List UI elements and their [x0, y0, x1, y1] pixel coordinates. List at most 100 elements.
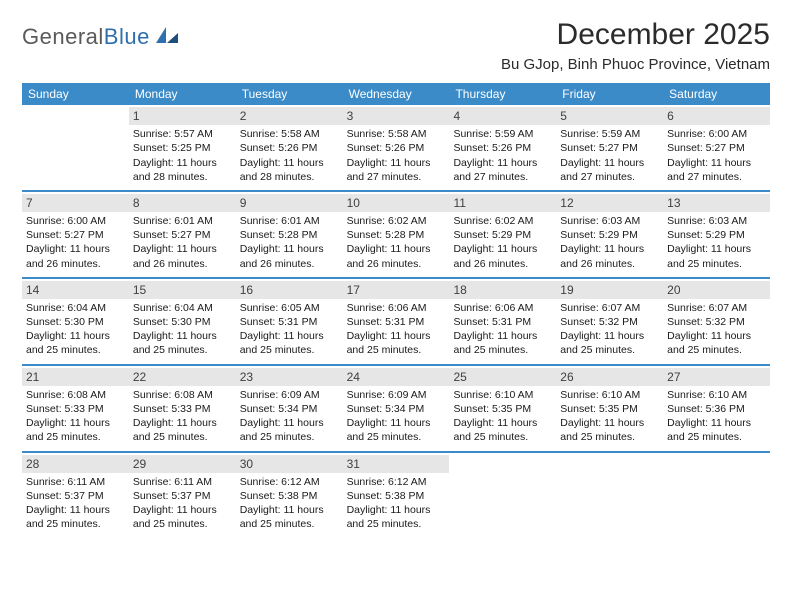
sunset-text: Sunset: 5:35 PM [453, 402, 552, 416]
daylight-text: Daylight: 11 hours and 26 minutes. [560, 242, 659, 270]
daylight-text: Daylight: 11 hours and 25 minutes. [133, 503, 232, 531]
daylight-text: Daylight: 11 hours and 25 minutes. [453, 329, 552, 357]
sunset-text: Sunset: 5:27 PM [560, 141, 659, 155]
calendar: Sunday Monday Tuesday Wednesday Thursday… [22, 83, 770, 537]
sunrise-text: Sunrise: 6:01 AM [133, 214, 232, 228]
day-number: 17 [343, 281, 450, 299]
day-number: 5 [556, 107, 663, 125]
sunrise-text: Sunrise: 6:10 AM [667, 388, 766, 402]
calendar-day: 27 Sunrise: 6:10 AMSunset: 5:36 PMDayligh… [663, 366, 770, 451]
calendar-day: 4Sunrise: 5:59 AMSunset: 5:26 PMDaylight… [449, 105, 556, 190]
calendar-day: 29Sunrise: 6:11 AMSunset: 5:37 PMDayligh… [129, 453, 236, 538]
daylight-text: Daylight: 11 hours and 27 minutes. [667, 156, 766, 184]
sunset-text: Sunset: 5:38 PM [240, 489, 339, 503]
sunset-text: Sunset: 5:28 PM [240, 228, 339, 242]
sunset-text: Sunset: 5:25 PM [133, 141, 232, 155]
sunset-text: Sunset: 5:27 PM [26, 228, 125, 242]
calendar-day [663, 453, 770, 538]
day-number: 31 [343, 455, 450, 473]
sunrise-text: Sunrise: 6:00 AM [667, 127, 766, 141]
sunrise-text: Sunrise: 6:01 AM [240, 214, 339, 228]
sunrise-text: Sunrise: 5:58 AM [240, 127, 339, 141]
sunset-text: Sunset: 5:31 PM [453, 315, 552, 329]
day-number: 3 [343, 107, 450, 125]
title-block: December 2025 Bu GJop, Binh Phuoc Provin… [501, 18, 770, 73]
daylight-text: Daylight: 11 hours and 25 minutes. [667, 416, 766, 444]
day-number: 25 [449, 368, 556, 386]
day-number: 23 [236, 368, 343, 386]
daylight-text: Daylight: 11 hours and 26 minutes. [26, 242, 125, 270]
day-number: 30 [236, 455, 343, 473]
logo: GeneralBlue [22, 24, 180, 50]
sunrise-text: Sunrise: 6:04 AM [26, 301, 125, 315]
sunrise-text: Sunrise: 6:10 AM [453, 388, 552, 402]
sunrise-text: Sunrise: 5:57 AM [133, 127, 232, 141]
day-number: 19 [556, 281, 663, 299]
calendar-day [449, 453, 556, 538]
daylight-text: Daylight: 11 hours and 25 minutes. [133, 416, 232, 444]
daylight-text: Daylight: 11 hours and 26 minutes. [240, 242, 339, 270]
daylight-text: Daylight: 11 hours and 25 minutes. [240, 503, 339, 531]
logo-sail-icon [154, 25, 180, 50]
calendar-day: 13Sunrise: 6:03 AMSunset: 5:29 PMDayligh… [663, 192, 770, 277]
weekday-header: Monday [129, 83, 236, 105]
sunset-text: Sunset: 5:29 PM [453, 228, 552, 242]
calendar-day: 20Sunrise: 6:07 AMSunset: 5:32 PMDayligh… [663, 279, 770, 364]
calendar-day: 24Sunrise: 6:09 AMSunset: 5:34 PMDayligh… [343, 366, 450, 451]
weekday-header-row: Sunday Monday Tuesday Wednesday Thursday… [22, 83, 770, 105]
day-number: 22 [129, 368, 236, 386]
sunrise-text: Sunrise: 6:06 AM [453, 301, 552, 315]
calendar-day: 7Sunrise: 6:00 AMSunset: 5:27 PMDaylight… [22, 192, 129, 277]
sunrise-text: Sunrise: 6:04 AM [133, 301, 232, 315]
sunrise-text: Sunrise: 6:00 AM [26, 214, 125, 228]
daylight-text: Daylight: 11 hours and 26 minutes. [133, 242, 232, 270]
day-number: 11 [449, 194, 556, 212]
sunrise-text: Sunrise: 6:09 AM [347, 388, 446, 402]
daylight-text: Daylight: 11 hours and 26 minutes. [453, 242, 552, 270]
calendar-day: 19Sunrise: 6:07 AMSunset: 5:32 PMDayligh… [556, 279, 663, 364]
daylight-text: Daylight: 11 hours and 25 minutes. [26, 329, 125, 357]
sunset-text: Sunset: 5:27 PM [667, 141, 766, 155]
calendar-day: 31Sunrise: 6:12 AMSunset: 5:38 PMDayligh… [343, 453, 450, 538]
sunset-text: Sunset: 5:29 PM [560, 228, 659, 242]
sunset-text: Sunset: 5:36 PM [667, 402, 766, 416]
calendar-week: 7Sunrise: 6:00 AMSunset: 5:27 PMDaylight… [22, 190, 770, 277]
calendar-week: 21Sunrise: 6:08 AMSunset: 5:33 PMDayligh… [22, 364, 770, 451]
day-number: 9 [236, 194, 343, 212]
sunset-text: Sunset: 5:28 PM [347, 228, 446, 242]
sunset-text: Sunset: 5:35 PM [560, 402, 659, 416]
calendar-day: 12Sunrise: 6:03 AMSunset: 5:29 PMDayligh… [556, 192, 663, 277]
calendar-day: 28Sunrise: 6:11 AMSunset: 5:37 PMDayligh… [22, 453, 129, 538]
calendar-day: 8 Sunrise: 6:01 AMSunset: 5:27 PMDaylight… [129, 192, 236, 277]
calendar-day: 2Sunrise: 5:58 AMSunset: 5:26 PMDaylight… [236, 105, 343, 190]
calendar-day: 1Sunrise: 5:57 AMSunset: 5:25 PMDaylight… [129, 105, 236, 190]
daylight-text: Daylight: 11 hours and 25 minutes. [667, 242, 766, 270]
sunrise-text: Sunrise: 6:07 AM [667, 301, 766, 315]
day-number: 21 [22, 368, 129, 386]
day-number: 8 [129, 194, 236, 212]
calendar-day: 17Sunrise: 6:06 AMSunset: 5:31 PMDayligh… [343, 279, 450, 364]
sunset-text: Sunset: 5:37 PM [133, 489, 232, 503]
calendar-day: 25 Sunrise: 6:10 AMSunset: 5:35 PMDayligh… [449, 366, 556, 451]
calendar-week: 14Sunrise: 6:04 AMSunset: 5:30 PMDayligh… [22, 277, 770, 364]
day-number: 4 [449, 107, 556, 125]
sunrise-text: Sunrise: 6:12 AM [347, 475, 446, 489]
calendar-day: 10Sunrise: 6:02 AMSunset: 5:28 PMDayligh… [343, 192, 450, 277]
sunrise-text: Sunrise: 6:09 AM [240, 388, 339, 402]
sunrise-text: Sunrise: 5:58 AM [347, 127, 446, 141]
daylight-text: Daylight: 11 hours and 25 minutes. [560, 329, 659, 357]
daylight-text: Daylight: 11 hours and 25 minutes. [453, 416, 552, 444]
day-number: 27 [663, 368, 770, 386]
sunset-text: Sunset: 5:30 PM [26, 315, 125, 329]
sunset-text: Sunset: 5:33 PM [133, 402, 232, 416]
sunrise-text: Sunrise: 6:08 AM [26, 388, 125, 402]
daylight-text: Daylight: 11 hours and 25 minutes. [133, 329, 232, 357]
sunset-text: Sunset: 5:27 PM [133, 228, 232, 242]
sunset-text: Sunset: 5:34 PM [347, 402, 446, 416]
sunset-text: Sunset: 5:29 PM [667, 228, 766, 242]
day-number: 6 [663, 107, 770, 125]
logo-text-blue: Blue [104, 24, 150, 49]
weekday-header: Thursday [449, 83, 556, 105]
sunset-text: Sunset: 5:26 PM [240, 141, 339, 155]
calendar-day: 16Sunrise: 6:05 AMSunset: 5:31 PMDayligh… [236, 279, 343, 364]
